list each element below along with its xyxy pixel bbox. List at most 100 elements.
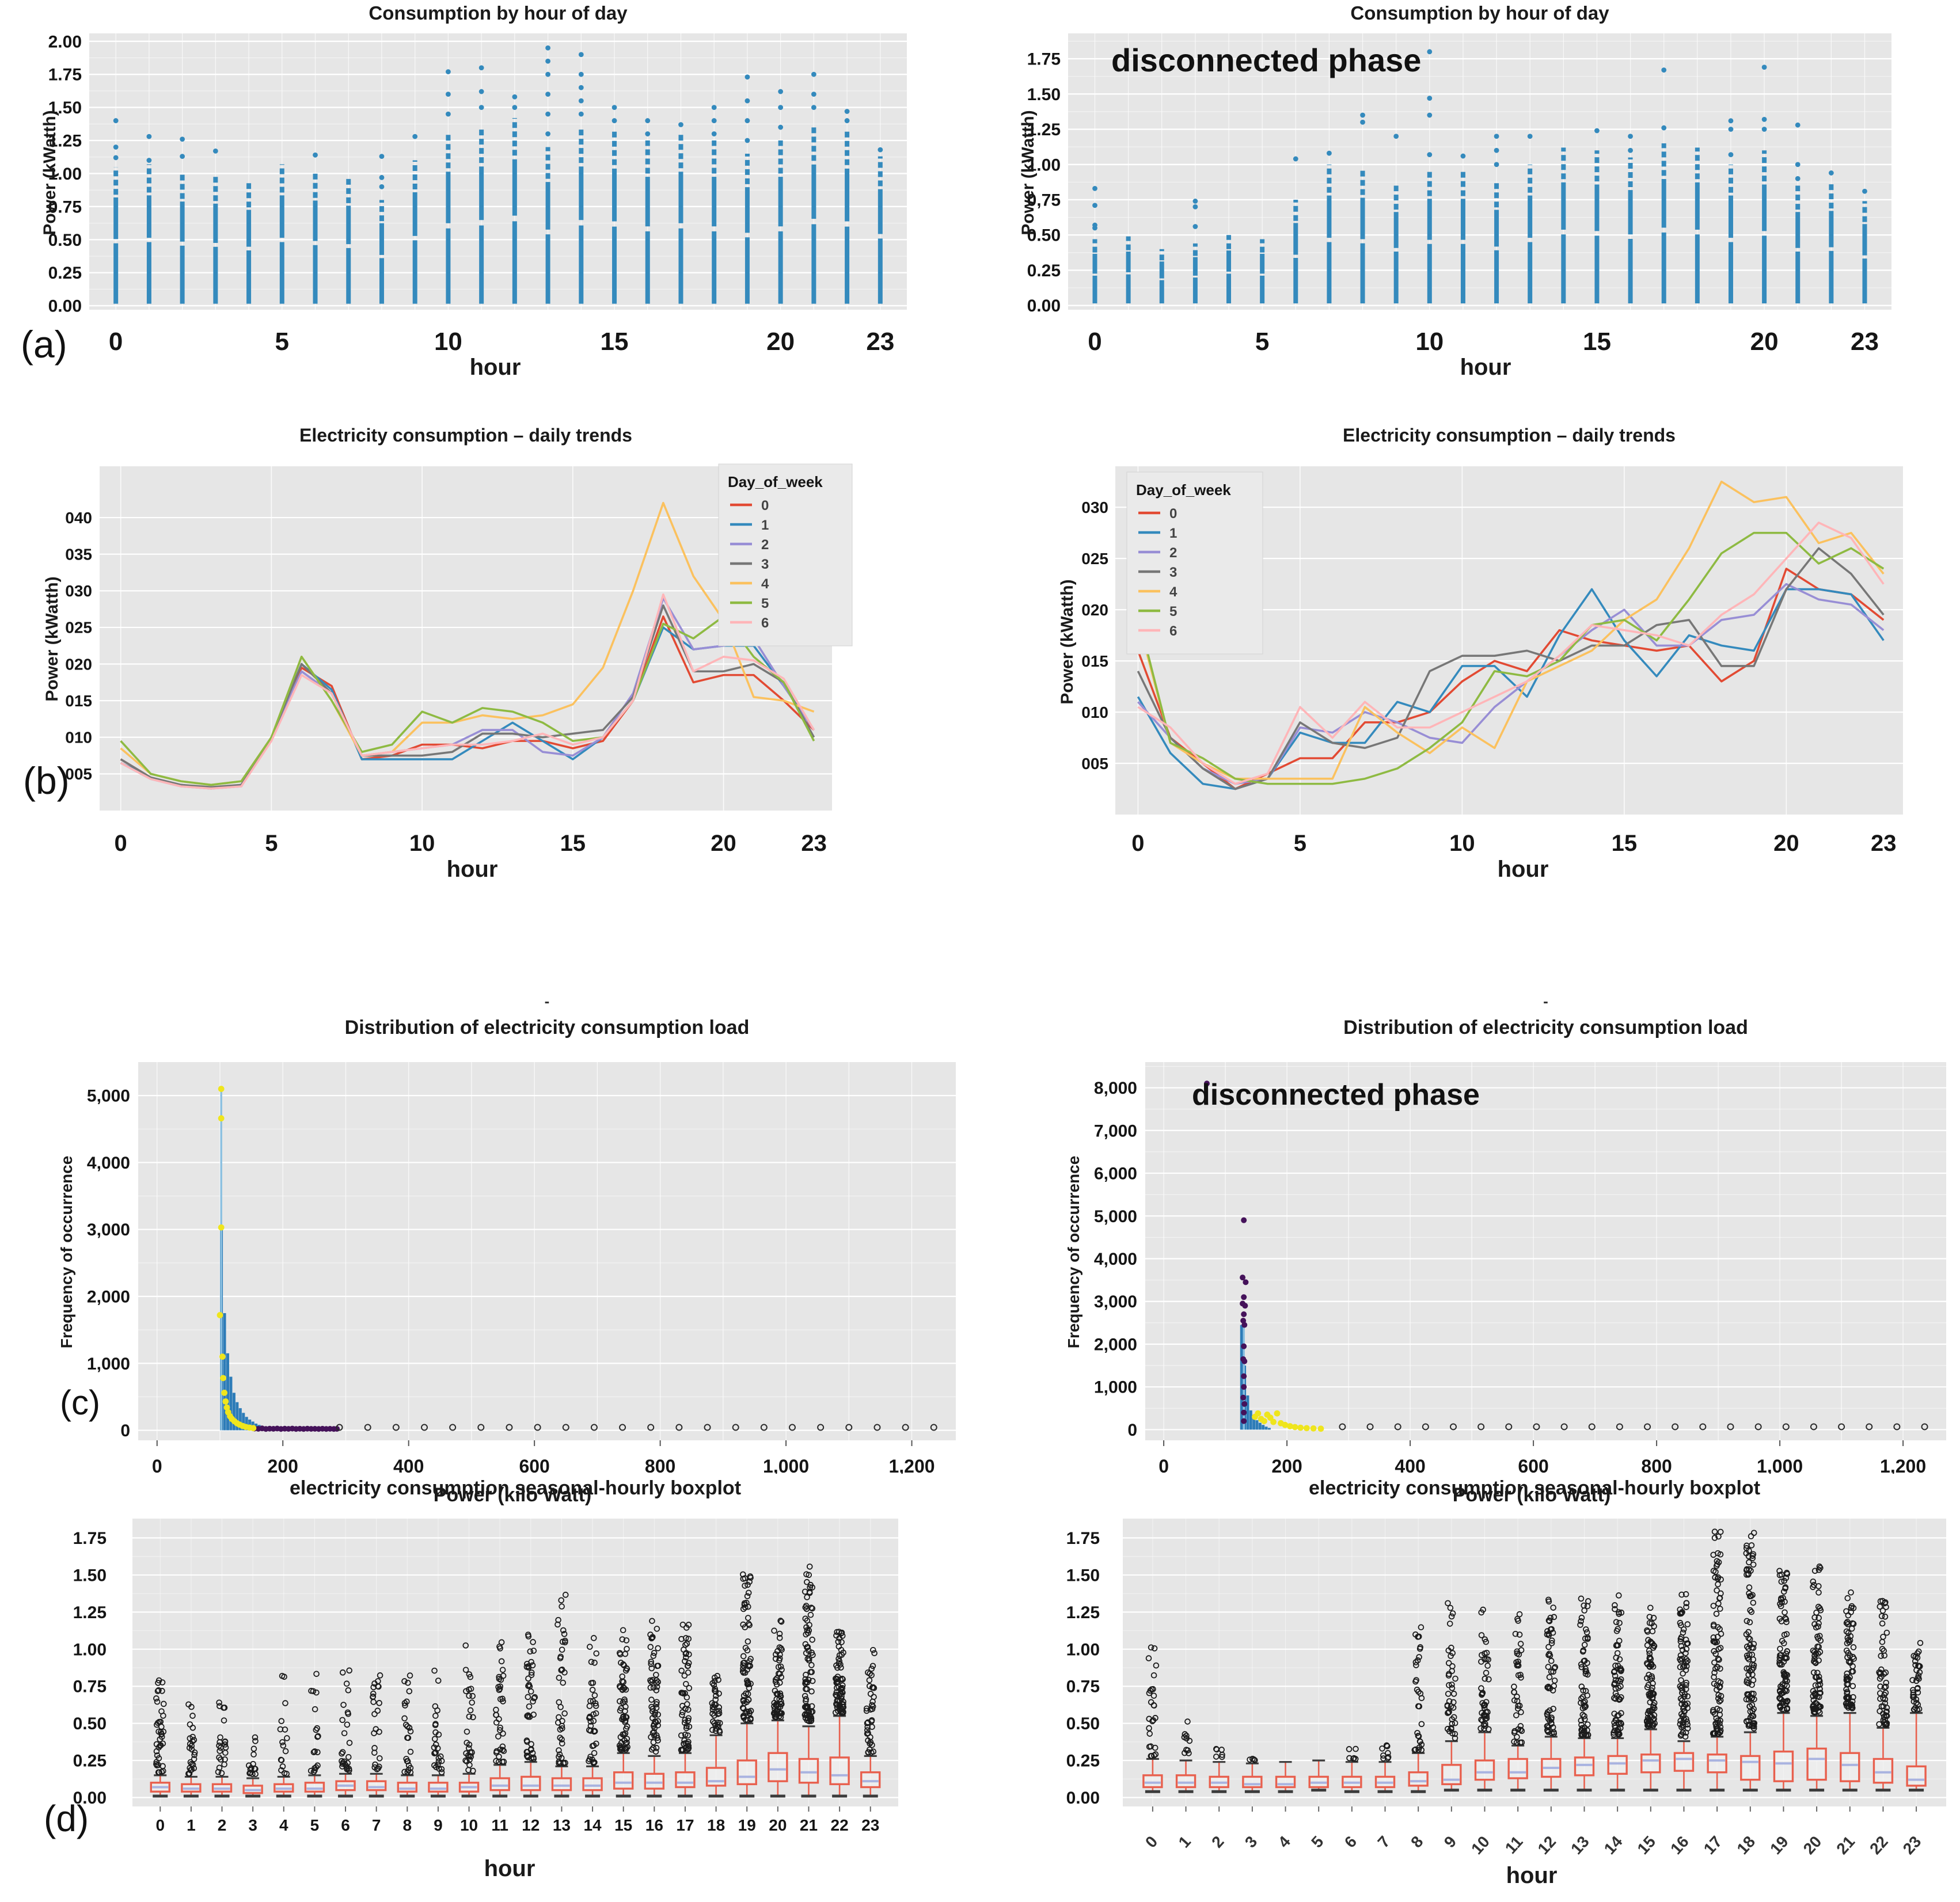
y-axis-label: Power (kWatth) [43,576,62,702]
svg-text:2.00: 2.00 [48,32,82,51]
svg-text:2: 2 [218,1816,227,1834]
svg-text:22: 22 [831,1816,849,1834]
svg-text:6,000: 6,000 [1094,1165,1137,1184]
svg-text:23: 23 [1871,831,1897,856]
svg-text:10: 10 [1415,328,1444,356]
svg-text:7,000: 7,000 [1094,1121,1137,1140]
panel-label-b: (b) [23,759,70,802]
svg-text:0.50: 0.50 [1066,1714,1100,1733]
svg-text:800: 800 [645,1456,675,1474]
boxplot-right-canvas: 0.000.250.500.751.001.251.501.750 1 2 3 4 5 6 7… [1066,1519,1946,1858]
boxplot-left-canvas: 0.000.250.500.751.001.251.501.750 1 2 3 4 5 6 7… [73,1519,898,1834]
svg-text:23: 23 [1900,1832,1925,1858]
y-axis-label: Power (kWatth) [1019,110,1038,235]
panel-consumption-by-hour-left: 0.00 0.25 0.50 0.75 1.00 1.25 1.50 1.75 2.00 0 5 10… [17,0,976,380]
svg-text:20: 20 [1800,1832,1825,1858]
svg-text:4: 4 [761,576,769,592]
svg-text:15: 15 [614,1816,632,1834]
distribution-left-canvas: 0 1,000 2,000 3,000 4,000 5,000 0 200 400 600 800 1… [87,1062,956,1474]
svg-text:6: 6 [1169,623,1177,639]
svg-text:3,000: 3,000 [1094,1292,1137,1311]
svg-text:1: 1 [761,518,769,533]
svg-text:1.00: 1.00 [1027,155,1061,174]
svg-text:4: 4 [279,1816,288,1834]
svg-text:10: 10 [409,831,435,856]
svg-text:9: 9 [434,1816,443,1834]
svg-text:6: 6 [1341,1832,1360,1851]
svg-text:4: 4 [1169,584,1177,600]
x-axis-label: hour [446,857,498,882]
svg-text:16: 16 [1667,1832,1692,1858]
chart-title: electricity consumption seasonal-hourly … [1308,1477,1761,1499]
svg-text:0: 0 [1169,506,1177,522]
svg-text:1.25: 1.25 [1027,120,1061,139]
panel-distribution-left: 0 1,000 2,000 3,000 4,000 5,000 0 200 400 600 800 1… [17,944,976,1506]
svg-text:7: 7 [372,1816,381,1834]
svg-text:Day_of_week: Day_of_week [728,473,823,490]
svg-text:14: 14 [583,1816,602,1834]
svg-text:8: 8 [1407,1832,1426,1851]
svg-text:17: 17 [676,1816,694,1834]
svg-text:1.50: 1.50 [1027,85,1061,104]
svg-text:005: 005 [1081,755,1108,773]
svg-text:9: 9 [1441,1832,1460,1851]
chart-title: Consumption by hour of day [1350,2,1609,24]
svg-text:12: 12 [1534,1832,1559,1858]
svg-text:12: 12 [522,1816,540,1834]
svg-text:020: 020 [65,655,92,673]
svg-text:22: 22 [1866,1832,1891,1858]
svg-text:18: 18 [707,1816,725,1834]
svg-text:15: 15 [560,831,586,856]
x-axis-label: Power (kilo Watt) [433,1484,592,1506]
svg-text:035: 035 [65,545,92,563]
svg-text:5: 5 [1255,328,1269,356]
svg-text:15: 15 [1583,328,1611,356]
distribution-right-canvas: 0 1,000 2,000 3,000 4,000 5,000 6,000 7,000 8,00… [1094,1062,1946,1474]
svg-text:200: 200 [1271,1456,1302,1474]
svg-text:1.25: 1.25 [48,132,82,151]
panel-label-c: (c) [60,1383,100,1422]
svg-text:0.50: 0.50 [73,1714,107,1733]
svg-text:030: 030 [65,582,92,600]
svg-text:20: 20 [1773,831,1799,856]
chart-title: Electricity consumption – daily trends [1343,425,1676,446]
panel-label-d: (d) [44,1798,89,1839]
svg-text:5,000: 5,000 [87,1087,130,1106]
svg-text:6: 6 [761,615,769,631]
svg-text:15: 15 [1634,1832,1659,1858]
svg-text:1,000: 1,000 [1757,1456,1803,1474]
svg-text:14: 14 [1601,1832,1626,1858]
svg-text:1.50: 1.50 [48,98,82,117]
svg-text:1.00: 1.00 [48,165,82,184]
svg-text:025: 025 [65,619,92,637]
svg-text:23: 23 [866,328,894,356]
svg-text:7: 7 [1374,1832,1393,1851]
svg-text:0: 0 [155,1816,165,1834]
disconnected-phase-annotation: disconnected phase [1192,1078,1480,1112]
svg-text:1.50: 1.50 [73,1566,107,1585]
panel-boxplot-left: 0.00 0.25 0.50 0.75 1.00 1.25 1.50 1.75 0 1 2 3 4 5 6 7… [17,1474,976,1902]
svg-text:1.50: 1.50 [1066,1566,1100,1585]
svg-text:0: 0 [109,328,123,356]
svg-text:400: 400 [1395,1456,1425,1474]
svg-text:3: 3 [248,1816,257,1834]
daily-trends-left-canvas: Day_of_week01234560050100150200250300350… [65,463,853,856]
svg-text:10: 10 [434,328,462,356]
svg-text:11: 11 [1502,1832,1526,1857]
svg-text:0: 0 [1142,1832,1161,1851]
svg-text:1.75: 1.75 [73,1529,107,1548]
svg-text:4,000: 4,000 [87,1154,130,1173]
consumption-by-hour-right-canvas: 0.00 0.25 0.50 0,75 1.00 1.25 1.50 1.75 0 5 10 15 20… [1027,33,1891,356]
svg-text:0: 0 [152,1456,162,1474]
svg-text:11: 11 [491,1816,508,1834]
svg-text:0: 0 [120,1421,130,1440]
svg-text:005: 005 [65,765,92,783]
svg-text:20: 20 [769,1816,787,1834]
svg-text:040: 040 [65,509,92,527]
svg-text:1: 1 [187,1816,196,1834]
svg-text:0: 0 [1158,1456,1169,1474]
svg-text:1.75: 1.75 [48,66,82,85]
svg-text:5,000: 5,000 [1094,1207,1137,1226]
svg-text:4,000: 4,000 [1094,1250,1137,1269]
